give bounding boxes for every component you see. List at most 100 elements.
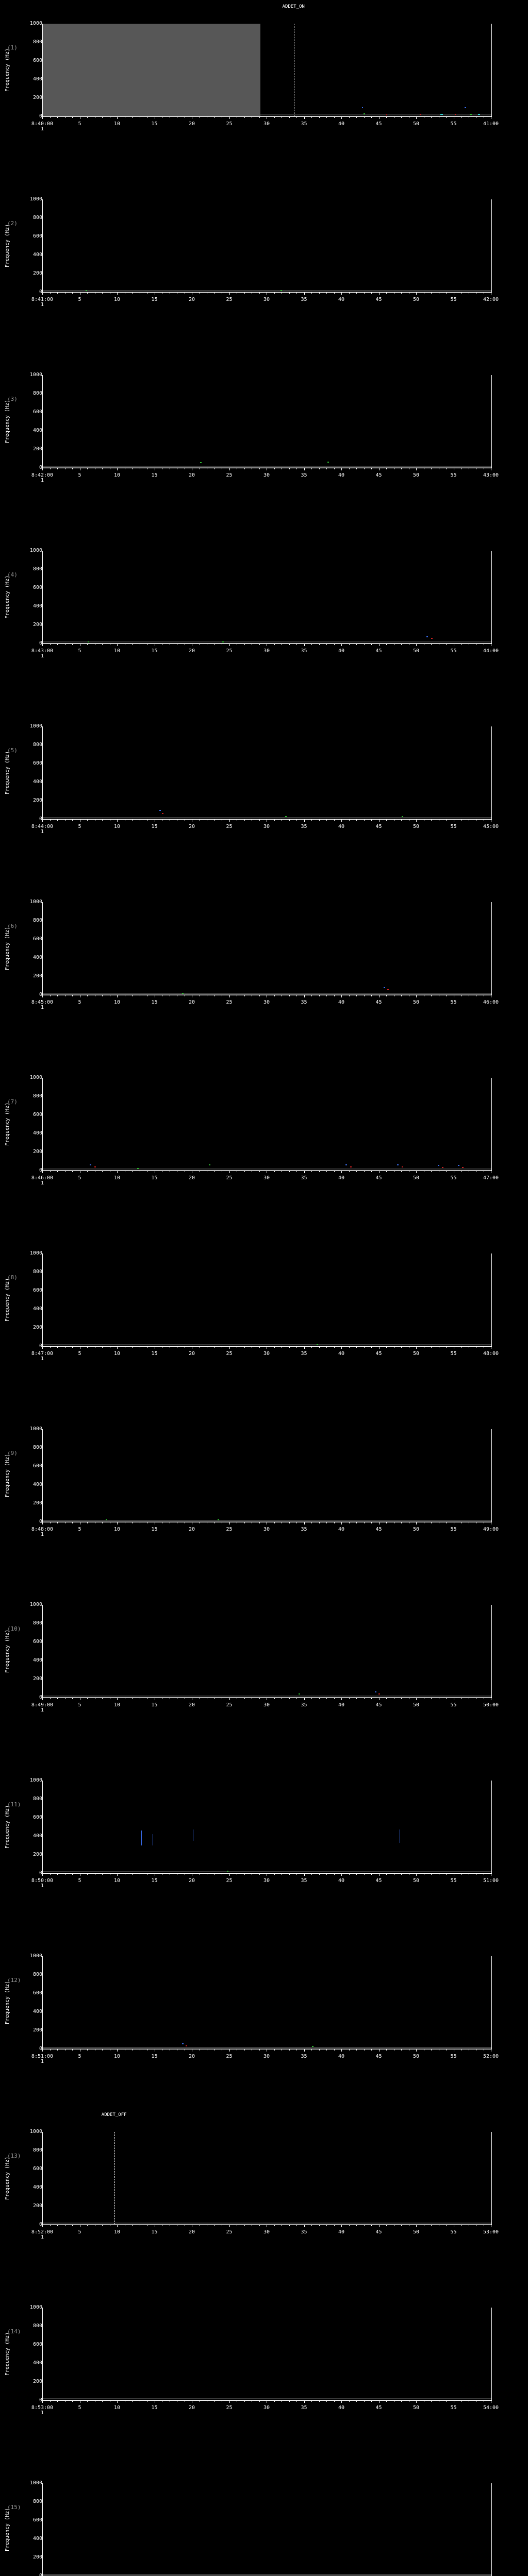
y-tick-label: 200 bbox=[32, 2203, 42, 2209]
x-tick-mark-minor bbox=[386, 819, 387, 821]
x-tick-label: 25 bbox=[226, 1351, 233, 1357]
y-tick-label: 800 bbox=[32, 215, 42, 221]
panel-index-label: (11) bbox=[7, 1801, 21, 1808]
x-tick-label: 40 bbox=[338, 1702, 345, 1708]
x-tick-mark-minor bbox=[446, 1873, 447, 1875]
y-tick-label: 400 bbox=[32, 428, 42, 433]
x-tick-mark-minor bbox=[259, 2225, 260, 2226]
x-tick-mark bbox=[378, 2049, 380, 2052]
x-tick-mark bbox=[341, 2225, 342, 2227]
x-tick-label: 5 bbox=[78, 1702, 81, 1708]
spectrogram-panel: (2) Frequency (Hz) 0 200 400 600 800 1000 8:41:0… bbox=[0, 176, 528, 351]
gridline bbox=[43, 641, 491, 642]
x-axis-sub-label: 1 bbox=[40, 2234, 44, 2240]
x-tick-mark-minor bbox=[289, 1171, 290, 1172]
x-tick-mark-minor bbox=[296, 2049, 297, 2050]
x-tick-mark-minor bbox=[50, 1522, 51, 1523]
y-tick-label: 200 bbox=[32, 973, 42, 979]
x-tick-mark-minor bbox=[311, 1873, 312, 1875]
x-tick-label: 8:40:00 bbox=[31, 121, 54, 127]
x-tick-mark-minor bbox=[371, 2400, 372, 2402]
x-tick-mark-minor bbox=[326, 468, 327, 469]
detection-point bbox=[200, 462, 202, 464]
x-tick-mark-minor bbox=[311, 643, 312, 645]
x-tick-mark bbox=[416, 1698, 417, 1700]
x-tick-label: 25 bbox=[226, 824, 233, 829]
detection-point bbox=[440, 113, 443, 115]
x-tick-mark-minor bbox=[431, 1873, 432, 1875]
plot-area bbox=[42, 1605, 492, 1698]
x-tick-mark-minor bbox=[364, 468, 365, 469]
x-tick-label: 55 bbox=[450, 1702, 457, 1708]
x-tick-mark-minor bbox=[319, 2400, 320, 2402]
x-tick-mark-minor bbox=[296, 1873, 297, 1875]
panel-index-label: (8) bbox=[7, 1274, 18, 1281]
x-tick-label: 50 bbox=[412, 297, 420, 302]
y-axis-ticks: 0 200 400 600 800 1000 bbox=[14, 2129, 45, 2227]
x-tick-mark-minor bbox=[386, 643, 387, 645]
x-tick-mark-minor bbox=[371, 292, 372, 294]
x-tick-mark-minor bbox=[311, 2400, 312, 2402]
x-tick-label: 45 bbox=[375, 297, 382, 302]
x-tick-mark bbox=[304, 468, 305, 470]
x-tick-mark-minor bbox=[72, 995, 73, 996]
x-tick-label: 30 bbox=[263, 121, 270, 127]
x-tick-mark-minor bbox=[356, 643, 357, 645]
x-tick-mark-minor bbox=[289, 1873, 290, 1875]
detection-point bbox=[312, 2045, 314, 2047]
y-tick-label: 1000 bbox=[29, 2129, 42, 2134]
x-tick-label: 35 bbox=[301, 297, 307, 302]
shaded-region bbox=[43, 24, 260, 116]
x-tick-label: 45 bbox=[375, 2054, 382, 2059]
x-tick-mark-minor bbox=[371, 116, 372, 118]
x-tick-mark-minor bbox=[244, 819, 245, 821]
detection-point bbox=[442, 1166, 444, 1168]
x-tick-mark-minor bbox=[244, 1873, 245, 1875]
y-axis-title-wrap: Frequency (Hz) bbox=[4, 1956, 11, 2049]
x-tick-label: 20 bbox=[188, 2229, 195, 2235]
x-tick-label: 5 bbox=[78, 2229, 81, 2235]
x-tick-label: 40 bbox=[338, 1527, 345, 1532]
x-tick-mark-minor bbox=[349, 1698, 350, 1699]
x-tick-mark-minor bbox=[132, 292, 133, 294]
x-tick-mark-minor bbox=[349, 116, 350, 118]
x-tick-label: 20 bbox=[188, 648, 195, 654]
x-tick-label: 45 bbox=[375, 1878, 382, 1884]
x-tick-mark-minor bbox=[326, 1346, 327, 1348]
y-axis-title-wrap: Frequency (Hz) bbox=[4, 1253, 11, 1346]
x-tick-mark-minor bbox=[401, 1522, 402, 1523]
x-tick-mark-minor bbox=[102, 995, 103, 996]
x-tick-mark-minor bbox=[431, 995, 432, 996]
x-tick-mark-minor bbox=[87, 995, 88, 996]
x-tick-label: 55 bbox=[450, 648, 457, 654]
x-tick-mark-minor bbox=[87, 1698, 88, 1699]
x-tick-mark-minor bbox=[311, 1522, 312, 1523]
x-tick-mark-minor bbox=[244, 995, 245, 996]
detection-point bbox=[402, 816, 403, 818]
x-tick-mark-minor bbox=[296, 1522, 297, 1523]
x-tick-mark-minor bbox=[401, 819, 402, 821]
x-tick-mark-minor bbox=[87, 643, 88, 645]
x-tick-label: 15 bbox=[151, 2405, 158, 2411]
y-axis-ticks: 0 200 400 600 800 1000 bbox=[14, 1777, 45, 1876]
x-tick-label: 35 bbox=[301, 472, 307, 478]
x-tick-label: 40 bbox=[338, 1175, 345, 1181]
y-tick-label: 1000 bbox=[29, 1777, 42, 1783]
x-tick-mark-minor bbox=[57, 2400, 58, 2402]
x-tick-mark-minor bbox=[296, 995, 297, 996]
x-tick-mark bbox=[378, 1171, 380, 1173]
y-tick-label: 600 bbox=[32, 585, 42, 590]
x-tick-mark bbox=[341, 1873, 342, 1876]
x-axis: 8:52:00 5 10 15 20 25 30 35 40 45 50 55 53:00 1 bbox=[31, 2225, 499, 2245]
detection-point bbox=[350, 1166, 352, 1167]
y-tick-label: 0 bbox=[39, 1167, 42, 1173]
x-tick-mark bbox=[416, 292, 417, 295]
x-tick-label: 25 bbox=[226, 121, 233, 127]
y-axis-title: Frequency (Hz) bbox=[5, 224, 10, 268]
x-tick-mark-minor bbox=[57, 1346, 58, 1348]
x-tick-mark-minor bbox=[289, 2049, 290, 2050]
x-tick-mark-minor bbox=[244, 643, 245, 645]
plot-area bbox=[42, 1781, 492, 1874]
x-tick-mark bbox=[378, 1698, 380, 1700]
x-axis-sub-label: 1 bbox=[40, 1180, 44, 1186]
